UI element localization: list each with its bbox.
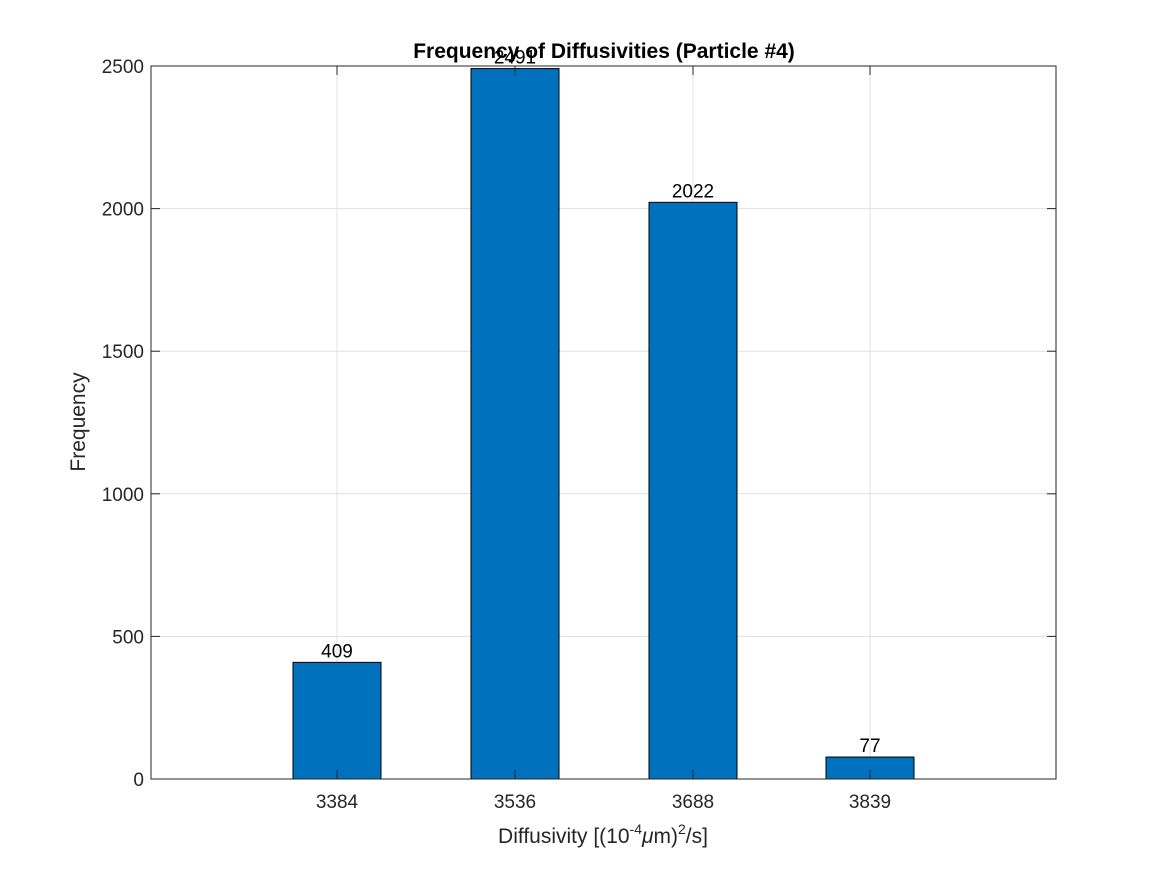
x-axis-title-middle: m) <box>654 825 679 848</box>
bar-3688 <box>648 201 738 780</box>
data-label: 409 <box>321 641 353 662</box>
axes-box <box>150 65 1057 780</box>
x-tick-label: 3536 <box>494 792 536 813</box>
x-tick-label: 3384 <box>316 792 359 813</box>
y-tick-label: 500 <box>112 627 144 648</box>
y-tick-label: 1500 <box>102 342 144 363</box>
x-tick-label: 3688 <box>672 792 714 813</box>
grid-lines <box>151 65 1056 780</box>
y-tick-label: 2000 <box>102 200 144 221</box>
bars <box>292 68 915 780</box>
x-axis-title-exponent-1: -4 <box>630 821 643 837</box>
data-label: 77 <box>859 736 880 757</box>
bar-3384 <box>292 661 382 780</box>
x-axis-title-suffix: /s] <box>686 825 708 848</box>
y-axis-title: Frequency <box>67 372 90 472</box>
data-labels: 409 2491 2022 77 <box>321 48 880 757</box>
y-tick-label: 1000 <box>102 485 144 506</box>
x-tick-label: 3839 <box>849 792 891 813</box>
bar-3536 <box>470 68 560 780</box>
x-axis-title: Diffusivity [(10-4μm)2/s] <box>498 821 708 848</box>
x-axis-title-exponent-2: 2 <box>678 821 686 837</box>
chart-title: Frequency of Diffusivities (Particle #4) <box>413 40 795 63</box>
x-axis-title-mu: μ <box>641 825 654 848</box>
x-axis-title-prefix: Diffusivity [(10 <box>498 825 630 848</box>
y-tick-label: 2500 <box>102 57 144 78</box>
y-tick-label: 0 <box>133 770 144 791</box>
data-label: 2022 <box>672 181 714 202</box>
axes: 0 500 1000 1500 2000 2500 3384 3536 3688 3839 <box>102 57 1057 813</box>
data-label: 2491 <box>494 48 536 69</box>
